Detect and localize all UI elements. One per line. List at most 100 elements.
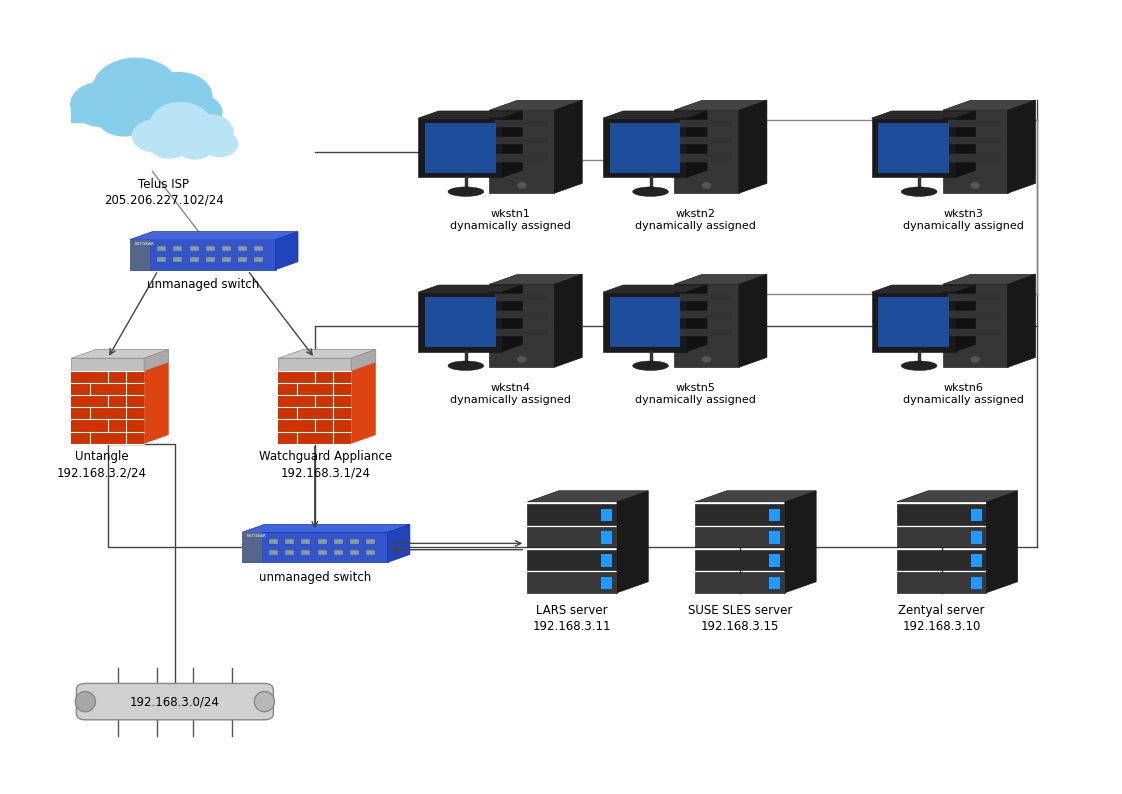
Polygon shape (674, 284, 739, 368)
Polygon shape (242, 532, 387, 562)
Polygon shape (489, 275, 582, 284)
Text: wkstn4
dynamically assigned: wkstn4 dynamically assigned (450, 383, 571, 405)
Circle shape (71, 82, 134, 126)
Polygon shape (419, 285, 523, 292)
Bar (696, 572, 785, 593)
Polygon shape (503, 111, 523, 177)
Polygon shape (674, 100, 767, 110)
Circle shape (145, 72, 212, 120)
Bar (269, 549, 278, 555)
Bar (205, 246, 214, 252)
Bar (495, 120, 549, 127)
Bar (130, 240, 150, 270)
Bar (896, 549, 986, 570)
Bar (205, 257, 214, 263)
Polygon shape (278, 349, 376, 358)
Polygon shape (130, 232, 298, 240)
Polygon shape (419, 292, 503, 352)
Bar (495, 311, 549, 318)
Bar (495, 155, 549, 162)
Polygon shape (130, 240, 276, 270)
Text: Zentyal server
192.168.3.10: Zentyal server 192.168.3.10 (899, 604, 985, 634)
Polygon shape (489, 100, 582, 110)
Bar (318, 538, 327, 544)
Polygon shape (144, 349, 168, 371)
Polygon shape (872, 111, 976, 118)
Circle shape (202, 131, 238, 156)
Polygon shape (785, 491, 816, 593)
Ellipse shape (901, 187, 937, 196)
Bar (770, 531, 781, 544)
Text: wkstn2
dynamically assigned: wkstn2 dynamically assigned (635, 209, 756, 231)
Bar (879, 297, 949, 347)
Bar (601, 577, 613, 589)
Bar (174, 257, 183, 263)
Polygon shape (674, 275, 767, 284)
Bar (680, 155, 734, 162)
Bar (278, 371, 351, 444)
Text: NETGEAR: NETGEAR (247, 534, 266, 538)
Circle shape (702, 357, 711, 363)
Polygon shape (72, 349, 168, 358)
Polygon shape (986, 491, 1018, 593)
Bar (157, 246, 166, 252)
Polygon shape (739, 100, 767, 193)
Circle shape (132, 120, 177, 152)
Bar (254, 246, 263, 252)
Bar (971, 554, 982, 567)
Bar (254, 257, 263, 263)
Bar (366, 538, 375, 544)
Polygon shape (603, 285, 707, 292)
Bar (770, 577, 781, 589)
Bar (601, 531, 613, 544)
Bar (174, 246, 183, 252)
Bar (141, 138, 233, 148)
Bar (302, 549, 311, 555)
Bar (879, 123, 949, 172)
Circle shape (96, 96, 153, 136)
Bar (366, 549, 375, 555)
Polygon shape (554, 100, 582, 193)
Bar (696, 549, 785, 570)
Bar (333, 549, 342, 555)
Bar (971, 577, 982, 589)
Polygon shape (687, 285, 707, 352)
Polygon shape (603, 118, 687, 177)
Polygon shape (956, 111, 976, 177)
Polygon shape (942, 100, 1036, 110)
Polygon shape (603, 111, 707, 118)
Circle shape (149, 129, 190, 158)
Bar (350, 549, 359, 555)
Text: Untangle
192.168.3.2/24: Untangle 192.168.3.2/24 (57, 450, 147, 479)
Bar (425, 297, 496, 347)
Polygon shape (603, 292, 687, 352)
Circle shape (150, 102, 211, 145)
Polygon shape (144, 362, 168, 444)
Text: unmanaged switch: unmanaged switch (259, 571, 371, 584)
Polygon shape (419, 111, 523, 118)
Ellipse shape (448, 187, 484, 196)
Polygon shape (489, 284, 554, 368)
Polygon shape (617, 491, 649, 593)
Ellipse shape (633, 187, 669, 196)
Ellipse shape (448, 361, 484, 371)
Polygon shape (242, 524, 410, 532)
Text: Watchguard Appliance
192.168.3.1/24: Watchguard Appliance 192.168.3.1/24 (259, 450, 393, 479)
Polygon shape (942, 284, 1008, 368)
Text: wkstn6
dynamically assigned: wkstn6 dynamically assigned (903, 383, 1024, 405)
Bar (72, 371, 144, 444)
Bar (222, 257, 231, 263)
Bar (601, 509, 613, 521)
Bar (770, 509, 781, 521)
Bar (948, 120, 1002, 127)
Polygon shape (896, 491, 1018, 502)
Bar (680, 329, 734, 336)
Polygon shape (278, 358, 351, 371)
Text: wkstn1
dynamically assigned: wkstn1 dynamically assigned (450, 209, 571, 231)
Circle shape (702, 182, 711, 188)
Bar (157, 257, 166, 263)
Bar (318, 549, 327, 555)
Bar (350, 538, 359, 544)
Ellipse shape (75, 692, 95, 711)
Circle shape (517, 182, 526, 188)
